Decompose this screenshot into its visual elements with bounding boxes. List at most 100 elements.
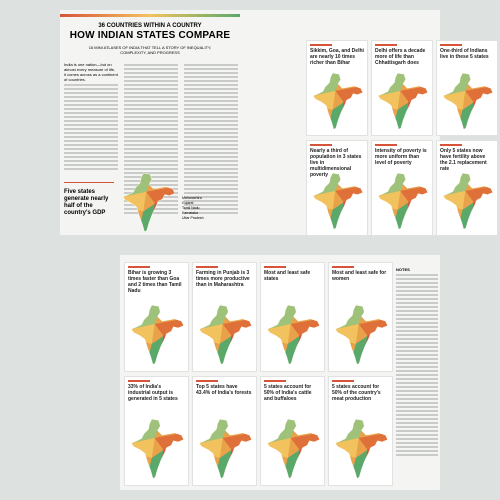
text-line — [184, 180, 238, 182]
text-line — [184, 80, 238, 82]
tag — [196, 380, 218, 382]
text-line — [124, 136, 178, 138]
legend-item: Uttar Pradesh — [182, 216, 204, 220]
text-line — [124, 76, 178, 78]
text-line — [396, 274, 438, 276]
text-line — [124, 168, 178, 170]
text-line — [396, 282, 438, 284]
text-line — [396, 442, 438, 444]
text-line — [124, 124, 178, 126]
text-line — [184, 140, 238, 142]
text-line — [396, 322, 438, 324]
text-line — [64, 120, 118, 122]
text-line — [124, 160, 178, 162]
card-title: Sikkim, Goa, and Delhi are nearly 10 tim… — [310, 48, 364, 66]
card-title: Farming in Punjab is 3 times more produc… — [196, 270, 250, 288]
map — [129, 304, 186, 367]
body-text — [64, 82, 118, 172]
kicker: 36 COUNTRIES WITHIN A COUNTRY — [98, 23, 202, 29]
text-line — [64, 140, 118, 142]
text-line — [184, 64, 238, 66]
text-line — [396, 326, 438, 328]
text-line — [396, 342, 438, 344]
text-line — [184, 152, 238, 154]
card: Intensity of poverty is more uniform tha… — [371, 140, 433, 236]
map — [118, 172, 180, 234]
map — [376, 72, 430, 131]
text-line — [124, 120, 178, 122]
text-line — [184, 84, 238, 86]
notes-text — [396, 274, 438, 456]
text-line — [396, 446, 438, 448]
map — [265, 304, 322, 367]
tag — [310, 144, 332, 146]
text-line — [396, 382, 438, 384]
tag — [440, 144, 462, 146]
text-line — [396, 346, 438, 348]
text-line — [396, 410, 438, 412]
text-line — [64, 84, 118, 86]
text-line — [124, 132, 178, 134]
card: Most and least safe for women — [328, 262, 393, 372]
text-line — [396, 318, 438, 320]
text-line — [184, 196, 238, 198]
tag — [264, 266, 286, 268]
subtitle: 16 MINI ATLASES OF INDIA THAT TELL A STO… — [88, 45, 212, 55]
map — [197, 418, 254, 481]
text-line — [124, 144, 178, 146]
legend-item: Gujarat — [182, 201, 194, 205]
text-line — [396, 386, 438, 388]
text-line — [184, 160, 238, 162]
text-line — [396, 398, 438, 400]
text-line — [184, 136, 238, 138]
text-line — [184, 132, 238, 134]
notes: NOTES — [396, 267, 438, 458]
text-line — [64, 128, 118, 130]
tag — [310, 44, 332, 46]
text-line — [184, 76, 238, 78]
card-title: Bihar is growing 3 times faster than Goa… — [128, 270, 182, 294]
text-line — [396, 370, 438, 372]
text-line — [64, 96, 118, 98]
text-line — [124, 148, 178, 150]
card-title: Intensity of poverty is more uniform tha… — [375, 148, 427, 166]
text-line — [124, 68, 178, 70]
text-line — [64, 156, 118, 158]
text-line — [396, 358, 438, 360]
text-line — [184, 124, 238, 126]
text-line — [64, 100, 118, 102]
text-line — [184, 112, 238, 114]
card: Bihar is growing 3 times faster than Goa… — [124, 262, 189, 372]
text-line — [396, 374, 438, 376]
lead: India is one nation—but on almost every … — [64, 62, 118, 82]
tag — [264, 380, 286, 382]
map — [333, 304, 390, 367]
card-title: Delhi offers a decade more of life than … — [375, 48, 426, 66]
tag — [128, 266, 150, 268]
card-title: Top 5 states have 43.4% of India's fores… — [196, 384, 252, 396]
text-line — [64, 152, 118, 154]
text-line — [396, 390, 438, 392]
text-line — [396, 334, 438, 336]
card-title: Only 5 states now have fertility above t… — [440, 148, 487, 172]
text-line — [184, 148, 238, 150]
text-line — [396, 402, 438, 404]
card: Sikkim, Goa, and Delhi are nearly 10 tim… — [306, 40, 368, 136]
text-line — [184, 164, 238, 166]
text-line — [124, 100, 178, 102]
text-line — [396, 338, 438, 340]
card-title: 33% of India's industrial output is gene… — [128, 384, 178, 402]
card: Delhi offers a decade more of life than … — [371, 40, 433, 136]
text-line — [124, 156, 178, 158]
tag — [375, 44, 397, 46]
text-line — [184, 104, 238, 106]
text-line — [184, 144, 238, 146]
legend-item: Tamil Nadu — [182, 206, 200, 210]
text-line — [184, 208, 238, 210]
text-line — [396, 298, 438, 300]
text-line — [124, 116, 178, 118]
text-line — [64, 148, 118, 150]
card-title: 5 states account for 50% of the country'… — [332, 384, 381, 402]
text-line — [184, 96, 238, 98]
text-line — [124, 72, 178, 74]
